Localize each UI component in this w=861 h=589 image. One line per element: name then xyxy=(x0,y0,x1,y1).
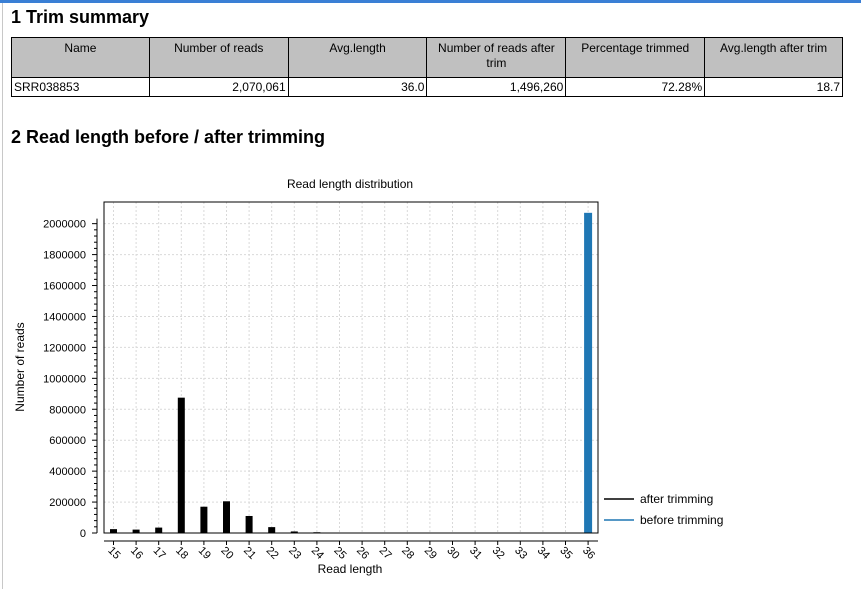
y-tick-label: 600000 xyxy=(49,435,86,447)
read-length-chart: Read length distribution 0 200000 400000 60… xyxy=(13,177,723,576)
bar-after-trimming xyxy=(268,527,276,533)
x-axis: 15 16 17 18 19 20 21 22 23 24 25 26 27 28 29 30 31 32 33 34… xyxy=(104,540,598,562)
table-header-cell: Percentage trimmed xyxy=(565,37,706,78)
chart-legend: after trimming before trimming xyxy=(604,492,723,527)
x-tick-label: 31 xyxy=(467,545,484,562)
chart-bars xyxy=(110,212,593,533)
y-tick-label: 200000 xyxy=(49,497,86,509)
plot-frame xyxy=(103,201,599,534)
window-top-border xyxy=(0,0,861,3)
left-border xyxy=(2,3,3,589)
x-tick-label: 22 xyxy=(264,545,281,562)
table-header-cell: Avg.length xyxy=(287,37,428,78)
x-tick-label: 30 xyxy=(444,545,461,562)
bar-after-trimming xyxy=(132,529,140,533)
table-cell-percentage-trimmed: 72.28% xyxy=(565,77,706,97)
y-tick-label: 1000000 xyxy=(43,373,86,385)
section-title-read-length: 2 Read length before / after trimming xyxy=(11,127,326,147)
y-tick-label: 1800000 xyxy=(43,250,86,262)
x-tick-label: 32 xyxy=(490,545,507,562)
x-tick-label: 34 xyxy=(535,545,552,562)
x-axis-label: Read length xyxy=(318,562,383,576)
table-cell-number-of-reads: 2,070,061 xyxy=(148,77,289,97)
x-tick-label: 23 xyxy=(286,545,303,562)
bar-before-trimming xyxy=(584,212,593,533)
x-tick-label: 29 xyxy=(422,545,439,562)
bar-after-trimming xyxy=(245,515,253,533)
y-tick-label: 1600000 xyxy=(43,281,86,293)
x-tick-label: 19 xyxy=(196,545,213,562)
y-tick-label: 0 xyxy=(80,528,86,540)
legend-label-after-trimming: after trimming xyxy=(640,492,713,506)
x-tick-label: 16 xyxy=(128,545,145,562)
table-header-cell: Number of reads after trim xyxy=(426,37,567,78)
x-tick-label: 36 xyxy=(580,545,597,562)
chart-title: Read length distribution xyxy=(287,177,413,191)
x-tick-label: 26 xyxy=(354,545,371,562)
bar-after-trimming xyxy=(155,527,163,533)
trim-summary-table: Name Number of reads Avg.length Number o… xyxy=(11,37,843,97)
x-tick-label: 17 xyxy=(151,545,168,562)
y-tick-label: 1400000 xyxy=(43,311,86,323)
bar-after-trimming xyxy=(223,501,230,533)
x-tick-label: 15 xyxy=(105,545,122,562)
x-tick-label: 18 xyxy=(173,545,190,562)
bar-after-trimming xyxy=(177,397,185,533)
table-cell-avg-length: 36.0 xyxy=(287,77,428,97)
y-tick-label: 2000000 xyxy=(43,219,86,231)
x-tick-label: 20 xyxy=(218,545,235,562)
x-tick-label: 25 xyxy=(331,545,348,562)
table-cell-avg-length-after-trim: 18.7 xyxy=(704,77,843,97)
bar-after-trimming xyxy=(110,529,117,533)
table-header-row: Name Number of reads Avg.length Number o… xyxy=(11,37,843,78)
chart-grid xyxy=(104,202,598,534)
table-cell-reads-after-trim: 1,496,260 xyxy=(426,77,567,97)
table-header-cell: Number of reads xyxy=(148,37,289,78)
y-axis-label: Number of reads xyxy=(13,322,27,411)
bar-after-trimming xyxy=(200,506,208,533)
table-header-cell: Name xyxy=(11,37,150,78)
section-title-trim-summary: 1 Trim summary xyxy=(11,7,150,27)
x-tick-label: 21 xyxy=(241,545,258,562)
y-tick-label: 400000 xyxy=(49,466,86,478)
y-tick-label: 1200000 xyxy=(43,342,86,354)
x-tick-label: 28 xyxy=(399,545,416,562)
table-row: SRR038853 2,070,061 36.0 1,496,260 72.28… xyxy=(11,77,843,97)
x-tick-label: 35 xyxy=(557,545,574,562)
x-tick-label: 24 xyxy=(309,545,326,562)
legend-label-before-trimming: before trimming xyxy=(640,513,723,527)
y-axis: 0 200000 400000 600000 800000 1000000 1200000 1… xyxy=(43,218,98,540)
table-cell-name: SRR038853 xyxy=(11,77,150,97)
x-tick-label: 27 xyxy=(377,545,394,562)
table-header-cell: Avg.length after trim xyxy=(704,37,843,78)
x-tick-label: 33 xyxy=(512,545,529,562)
bar-after-trimming xyxy=(290,531,298,533)
y-tick-label: 800000 xyxy=(49,404,86,416)
